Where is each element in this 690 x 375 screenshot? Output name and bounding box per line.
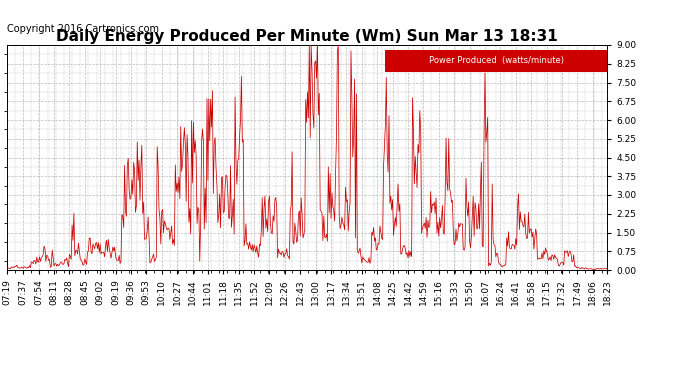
Text: Copyright 2016 Cartronics.com: Copyright 2016 Cartronics.com — [7, 24, 159, 34]
Title: Daily Energy Produced Per Minute (Wm) Sun Mar 13 18:31: Daily Energy Produced Per Minute (Wm) Su… — [56, 29, 558, 44]
